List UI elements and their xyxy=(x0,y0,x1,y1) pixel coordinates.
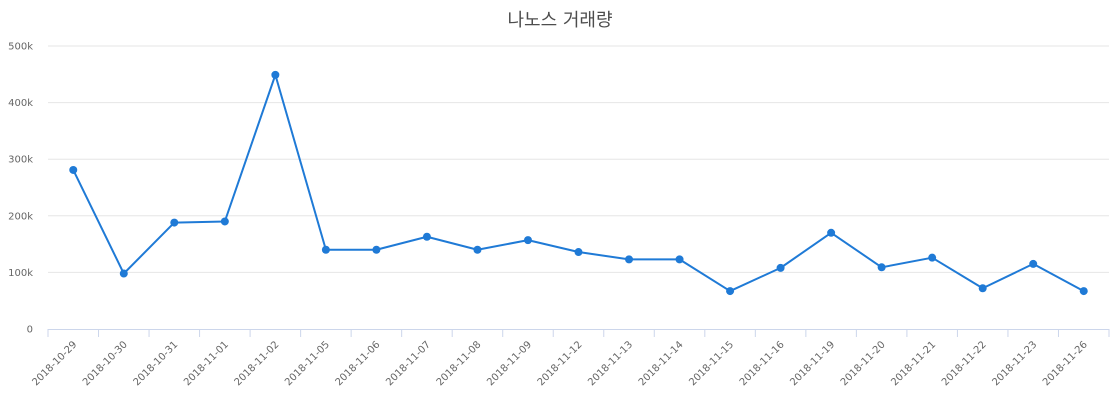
x-tick-label: 2018-11-07 xyxy=(384,339,433,388)
x-tick-label: 2018-10-31 xyxy=(132,339,181,388)
data-point xyxy=(473,245,482,254)
y-tick-label: 0 xyxy=(27,325,33,336)
x-tick-label: 2018-11-20 xyxy=(839,339,888,388)
x-tick-label: 2018-11-16 xyxy=(738,339,787,388)
x-tick-label: 2018-11-06 xyxy=(334,339,383,388)
data-point xyxy=(978,284,987,293)
y-tick-label: 200k xyxy=(8,211,33,222)
x-tick-label: 2018-11-14 xyxy=(637,339,686,388)
data-point xyxy=(625,255,634,264)
data-point xyxy=(220,217,229,226)
x-tick-label: 2018-11-08 xyxy=(435,339,484,388)
x-tick-label: 2018-11-02 xyxy=(233,339,282,388)
x-tick-label: 2018-11-19 xyxy=(788,339,837,388)
chart-title: 나노스 거래량 xyxy=(507,10,613,31)
x-tick-label: 2018-11-23 xyxy=(990,339,1039,388)
x-tick-label: 2018-11-21 xyxy=(889,339,938,388)
x-tick-label: 2018-11-01 xyxy=(182,339,231,388)
data-point xyxy=(523,236,532,245)
x-tick-label: 2018-11-22 xyxy=(940,339,989,388)
data-point xyxy=(827,228,836,237)
y-tick-label: 100k xyxy=(8,268,33,279)
data-point xyxy=(321,245,330,254)
data-point xyxy=(776,263,785,272)
x-tick-label: 2018-11-12 xyxy=(536,339,585,388)
data-point xyxy=(928,253,937,262)
x-tick-label: 2018-11-13 xyxy=(586,339,635,388)
data-point xyxy=(119,269,128,278)
data-point xyxy=(271,70,280,79)
y-tick-label: 300k xyxy=(8,155,33,166)
data-point xyxy=(1029,259,1038,268)
data-point xyxy=(675,255,684,264)
data-point xyxy=(574,248,583,257)
x-tick-label: 2018-11-05 xyxy=(283,339,332,388)
x-tick-label: 2018-11-09 xyxy=(485,339,534,388)
data-point xyxy=(372,245,381,254)
x-tick-label: 2018-11-26 xyxy=(1041,339,1090,388)
data-point xyxy=(69,165,78,174)
x-tick-label: 2018-10-29 xyxy=(31,339,80,388)
y-tick-label: 500k xyxy=(8,42,33,53)
data-point xyxy=(877,263,886,272)
data-point xyxy=(1079,287,1088,296)
data-point xyxy=(422,232,431,241)
y-tick-label: 400k xyxy=(8,98,33,109)
x-tick-label: 2018-10-30 xyxy=(81,339,130,388)
x-tick-label: 2018-11-15 xyxy=(687,339,736,388)
data-point xyxy=(726,287,735,296)
data-point xyxy=(170,218,179,227)
